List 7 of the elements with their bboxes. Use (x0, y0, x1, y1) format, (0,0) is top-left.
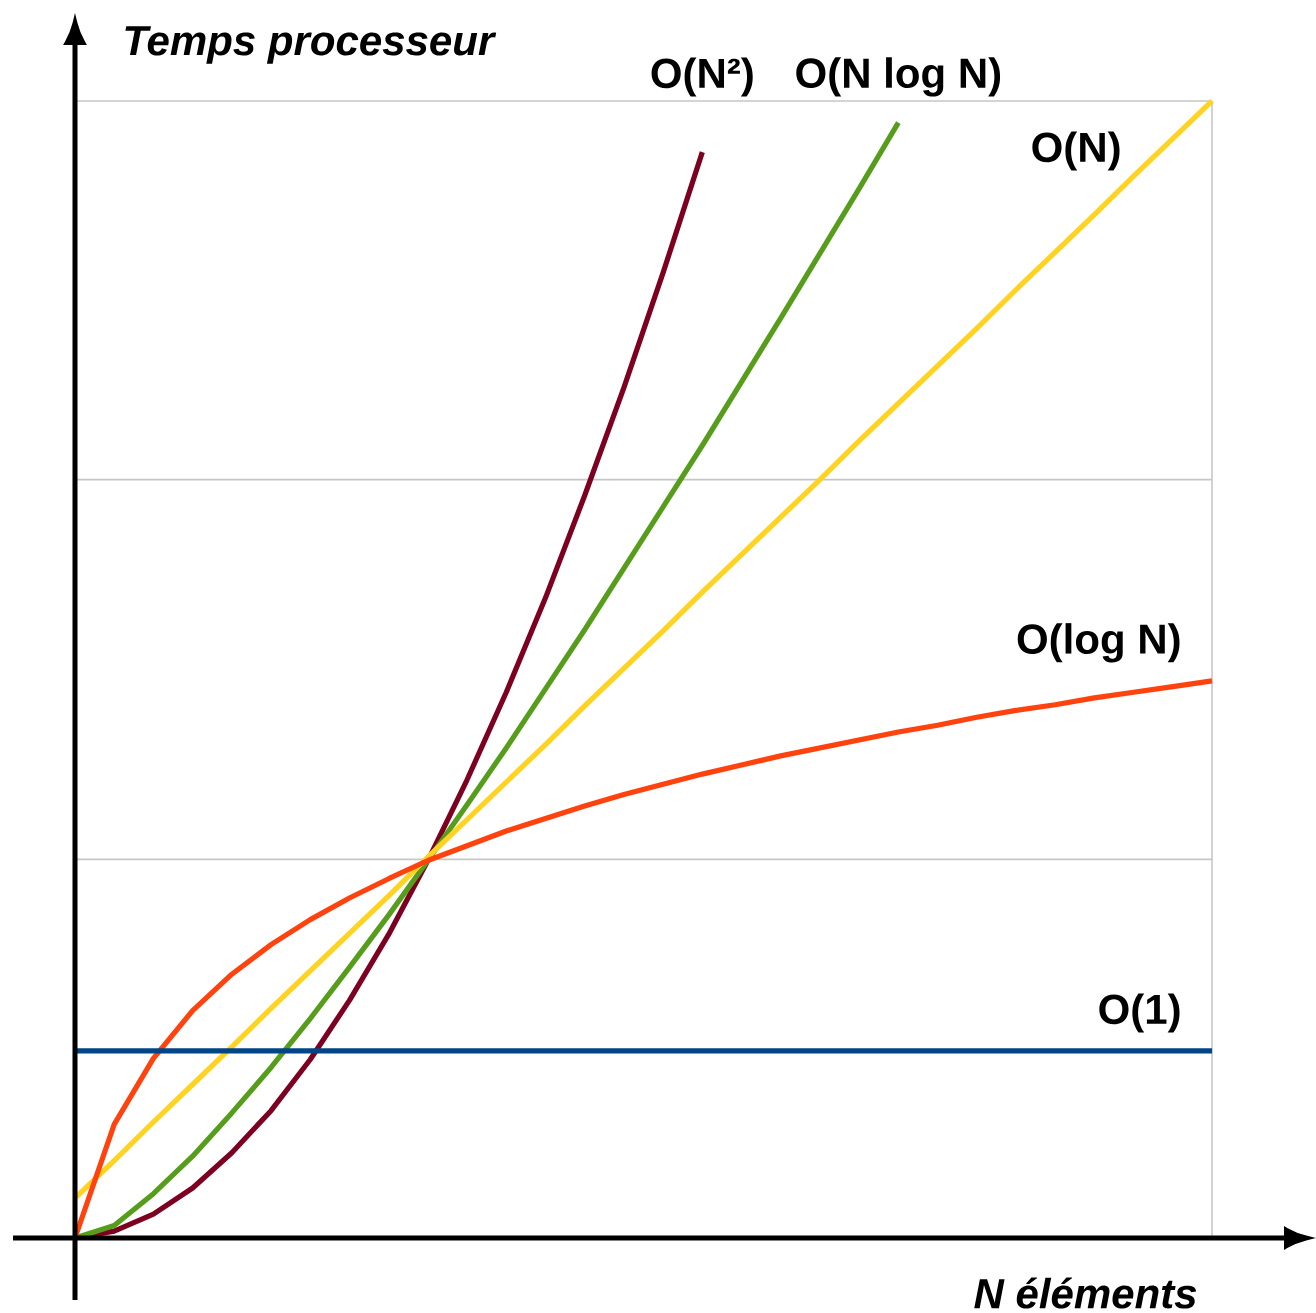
series-label: O(N²) (651, 57, 753, 97)
series-label: O(log N) (1017, 623, 1180, 663)
series-label: O(N log N) (796, 57, 1001, 97)
series-label: O(N) (1032, 131, 1120, 171)
y-axis-title: Temps processeur (125, 26, 497, 64)
x-axis-title: N éléments (974, 1277, 1197, 1309)
series-label: O(1) (1099, 993, 1180, 1033)
